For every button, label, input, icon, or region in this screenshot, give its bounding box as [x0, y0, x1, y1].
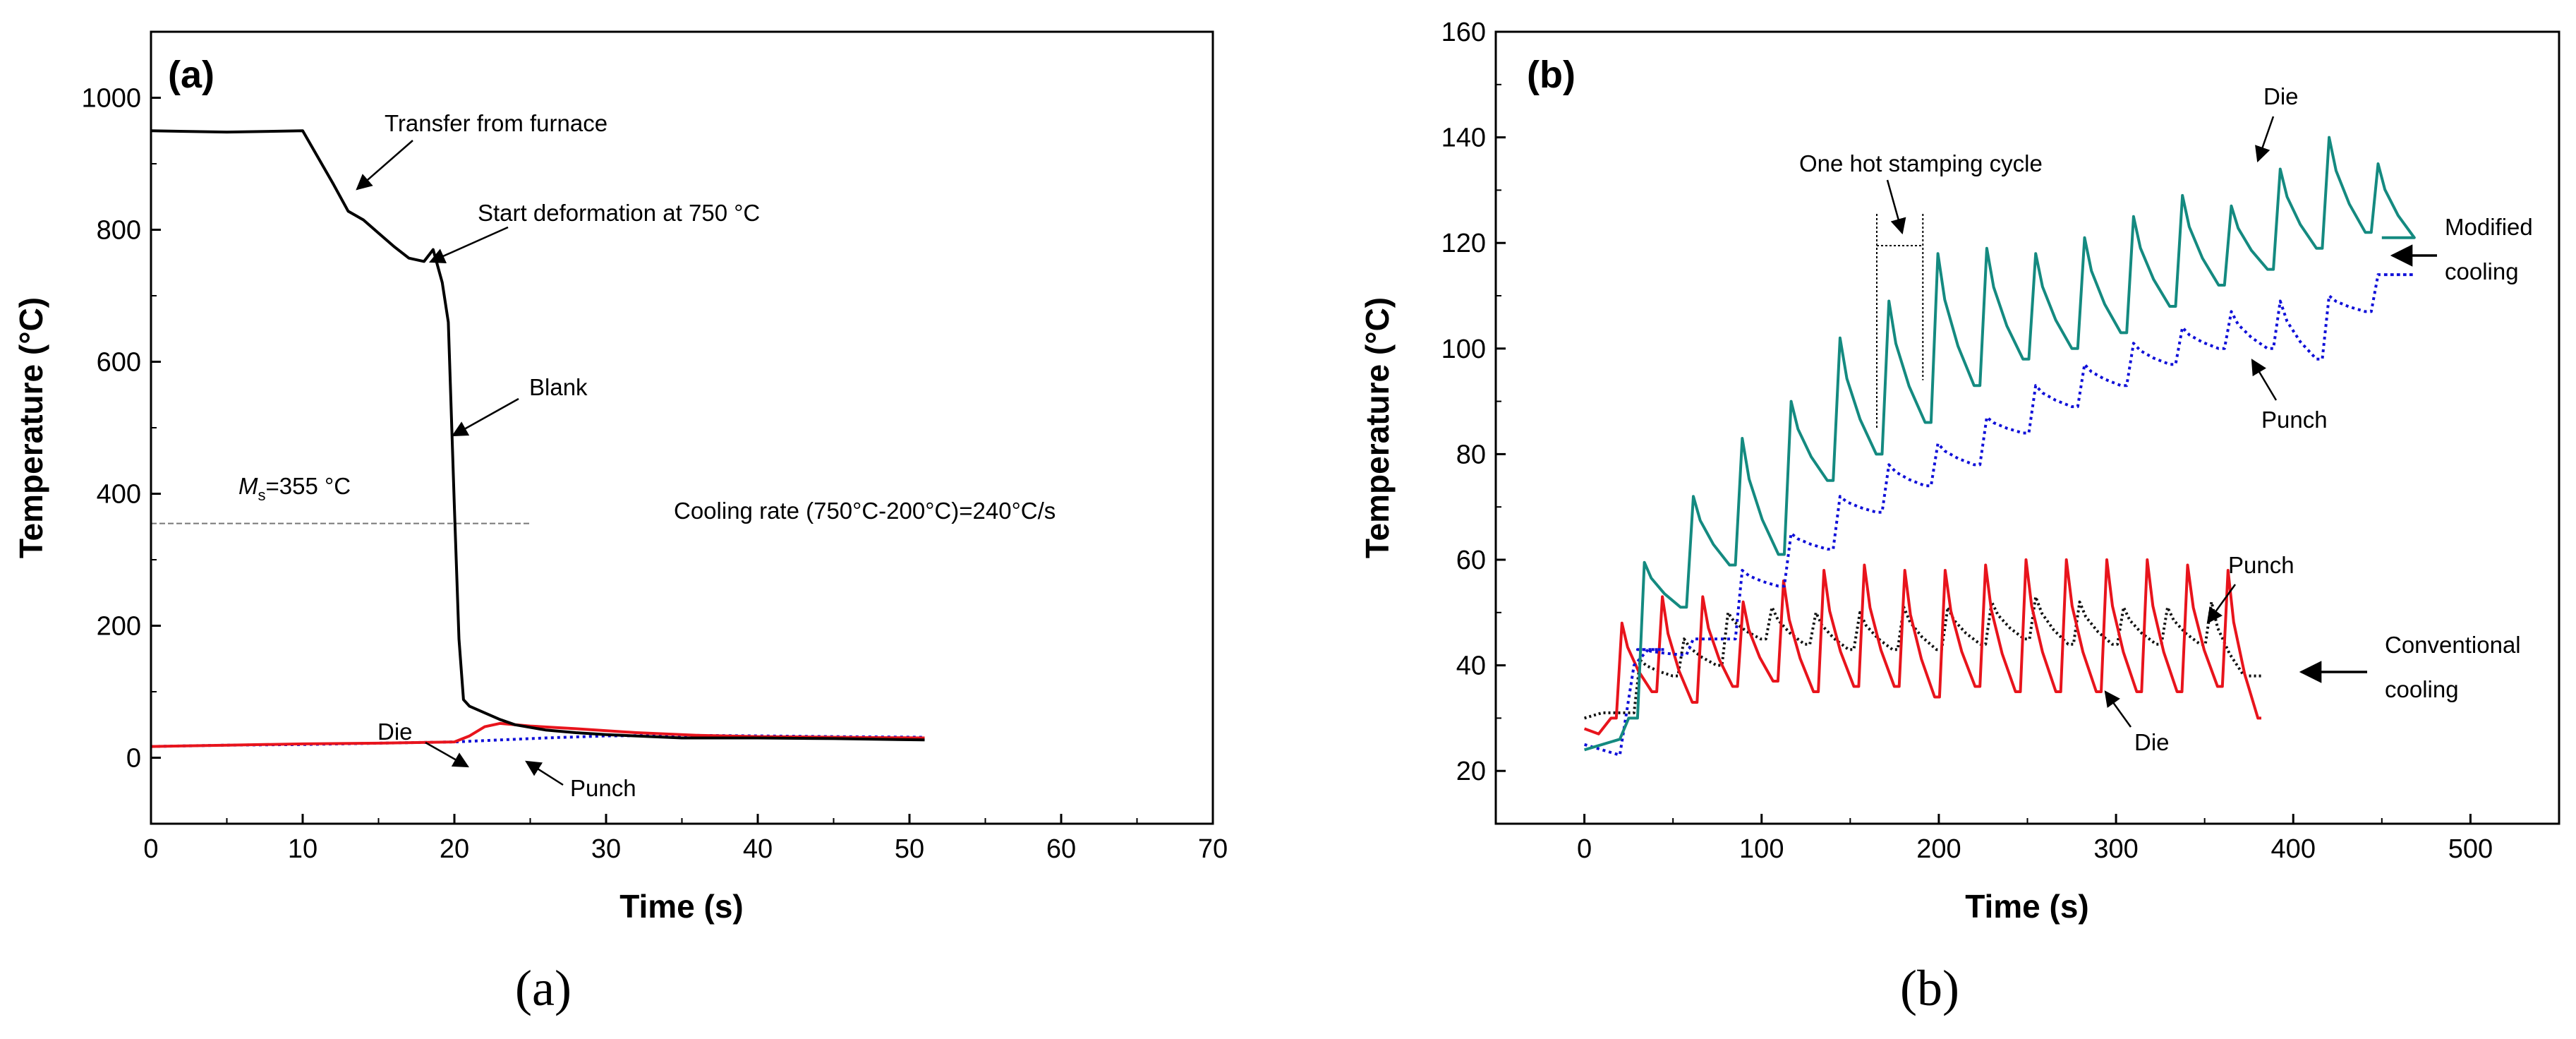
panel-a-xlabel: Time (s): [619, 888, 744, 925]
panel-a-ticks: 0 10 20 30 40 50 60 70 0 200 400 600 800 1000: [81, 84, 1228, 865]
annotation-punch-conventional: Punch: [2228, 552, 2294, 578]
panel-b-series-punch-conventional-cooling: [1584, 595, 2261, 720]
panel-a: 0 10 20 30 40 50 60 70 0 200 400 600 800 1000 (a) Tim…: [13, 30, 1228, 1016]
panel-a-xtick-label: 40: [743, 834, 773, 864]
panel-b-series-die-modified-cooling: [1584, 136, 2416, 752]
annotation-arrow-punch-a: [525, 760, 564, 786]
panel-b-ytick-label: 120: [1441, 229, 1486, 258]
panel-b-ytick-label: 40: [1456, 651, 1486, 681]
panel-a-series-die: [151, 721, 925, 748]
annotation-modified: Modified: [2445, 214, 2533, 240]
panel-b-xtick-label: 100: [1739, 834, 1784, 864]
panel-b-ytick-label: 60: [1456, 546, 1486, 575]
panel-a-xtick-label: 60: [1046, 834, 1076, 864]
panel-b-frame: [1494, 30, 2560, 825]
panel-a-xtick-label: 0: [143, 834, 158, 864]
annotation-arrow-one-cycle: [1886, 179, 1906, 235]
panel-b-ytick-label: 80: [1456, 440, 1486, 469]
annotation-conventional-cooling: cooling: [2385, 676, 2459, 702]
annotation-punch-a: Punch: [570, 775, 636, 801]
panel-a-ytick-label: 600: [97, 348, 141, 378]
panel-b-ticks: 0 100 200 300 400 500 20 40 60 80 100 120 140 160: [1441, 18, 2560, 864]
panel-a-frame: [150, 30, 1214, 825]
annotation-arrow-die-modified: [2255, 116, 2275, 163]
panel-b-series: [1583, 136, 2416, 757]
panel-b-ytick-label: 20: [1456, 757, 1486, 786]
panel-b-ytick-label: 100: [1441, 335, 1486, 364]
annotation-arrow-punch-modified: [2251, 359, 2278, 401]
annotation-arrow-blank: [452, 397, 519, 437]
panel-b-caption: (b): [1900, 960, 1959, 1016]
panel-b-xtick-label: 400: [2271, 834, 2316, 864]
annotation-blank: Blank: [529, 374, 588, 400]
panel-b-xtick-label: 0: [1577, 834, 1592, 864]
annotation-ms-line: Ms=355 °C: [238, 473, 351, 504]
panel-a-xtick-label: 10: [288, 834, 318, 864]
panel-a-ytick-label: 800: [97, 216, 141, 246]
panel-a-caption: (a): [515, 960, 572, 1016]
panel-b-label: (b): [1527, 54, 1576, 96]
annotation-arrow-punch-conventional: [2206, 584, 2237, 624]
panel-a-ytick-label: 1000: [81, 84, 141, 114]
annotation-arrow-transfer: [356, 140, 413, 191]
annotation-modified-cooling: cooling: [2445, 258, 2519, 284]
panel-a-series-blank: [151, 129, 925, 742]
panel-a-label: (a): [168, 54, 214, 96]
panel-b-series-die-conventional-cooling: [1583, 558, 2261, 735]
annotation-one-cycle: One hot stamping cycle: [1799, 150, 2043, 176]
annotation-arrow-die-a: [425, 741, 469, 768]
panel-b-xtick-label: 500: [2448, 834, 2493, 864]
annotation-punch-modified: Punch: [2261, 407, 2328, 433]
annotation-die-conventional: Die: [2134, 729, 2170, 755]
panel-a-series: [151, 129, 925, 748]
panel-a-ytick-label: 0: [126, 744, 141, 774]
annotation-arrow-start-deformation: [428, 226, 509, 264]
annotation-transfer-from-furnace: Transfer from furnace: [385, 110, 607, 136]
panel-b-cycle-marker: [1876, 214, 1924, 428]
panel-a-xtick-label: 70: [1198, 834, 1228, 864]
annotation-arrow-die-conventional: [2104, 690, 2132, 728]
panel-b-ytick-label: 160: [1441, 18, 1486, 47]
panel-a-xtick-label: 20: [440, 834, 469, 864]
annotation-cooling-rate: Cooling rate (750°C-200°C)=240°C/s: [674, 498, 1056, 524]
panel-a-xtick-label: 30: [591, 834, 621, 864]
panel-a-ytick-label: 200: [97, 612, 141, 642]
panel-b-series-punch-modified-cooling: [1584, 273, 2416, 757]
panel-b-ytick-label: 140: [1441, 124, 1486, 153]
annotation-start-deformation: Start deformation at 750 °C: [478, 200, 760, 226]
panel-b-ylabel: Temperature (°C): [1359, 297, 1396, 558]
annotation-die-modified: Die: [2263, 83, 2299, 109]
panel-a-xtick-label: 50: [895, 834, 924, 864]
annotation-die-a: Die: [377, 719, 413, 745]
panel-b-xtick-label: 200: [1916, 834, 1961, 864]
panel-b: 0 100 200 300 400 500 20 40 60 80 100 120 140 160 (b)…: [1359, 18, 2560, 1016]
panel-b-xtick-label: 300: [2093, 834, 2138, 864]
panel-a-ylabel: Temperature (°C): [13, 297, 49, 558]
panel-b-xlabel: Time (s): [1965, 888, 2089, 925]
panel-a-ytick-label: 400: [97, 480, 141, 510]
annotation-conventional: Conventional: [2385, 632, 2521, 658]
